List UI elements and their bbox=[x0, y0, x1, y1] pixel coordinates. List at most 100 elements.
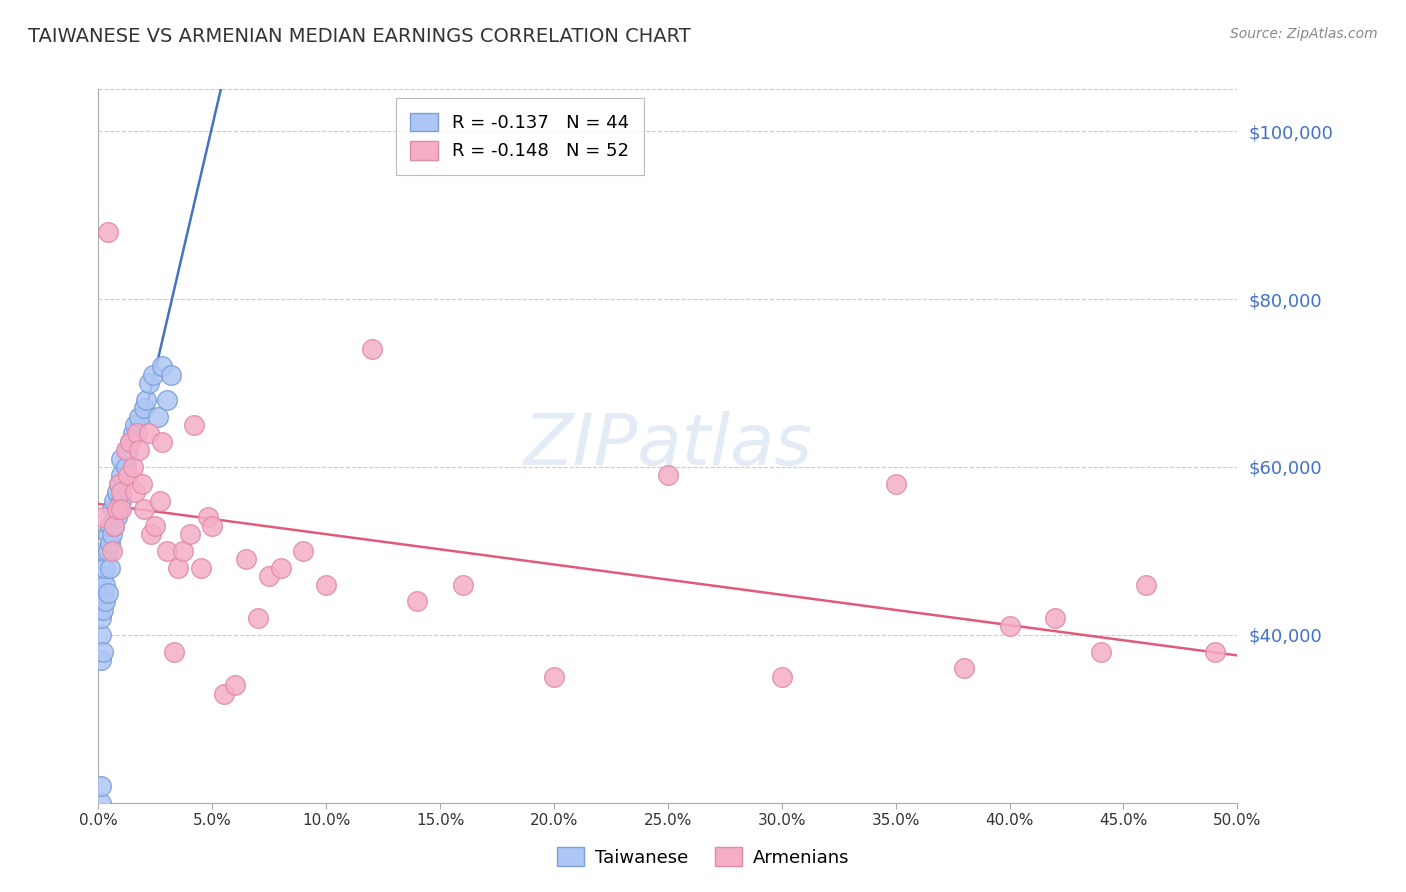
Point bbox=[770, 670, 793, 684]
Point bbox=[162, 645, 184, 659]
Point bbox=[124, 417, 146, 432]
Point bbox=[406, 594, 429, 608]
Point bbox=[128, 443, 150, 458]
Point bbox=[98, 560, 121, 574]
Point bbox=[108, 502, 131, 516]
Point bbox=[96, 544, 118, 558]
Point bbox=[953, 661, 976, 675]
Point bbox=[101, 544, 124, 558]
Point bbox=[167, 560, 190, 574]
Point bbox=[224, 678, 246, 692]
Point bbox=[120, 434, 142, 449]
Point bbox=[114, 460, 136, 475]
Point bbox=[105, 485, 128, 500]
Point bbox=[98, 518, 121, 533]
Point bbox=[90, 611, 112, 625]
Point bbox=[145, 518, 167, 533]
Point bbox=[103, 493, 125, 508]
Point bbox=[105, 502, 128, 516]
Point bbox=[91, 603, 114, 617]
Point bbox=[91, 569, 114, 583]
Point bbox=[94, 594, 117, 608]
Point bbox=[98, 535, 121, 549]
Point bbox=[121, 460, 143, 475]
Point bbox=[108, 476, 131, 491]
Point bbox=[101, 527, 124, 541]
Point bbox=[1043, 611, 1066, 625]
Point bbox=[360, 343, 382, 357]
Point bbox=[884, 476, 907, 491]
Point bbox=[149, 493, 172, 508]
Point bbox=[124, 485, 146, 500]
Point bbox=[190, 560, 212, 574]
Point bbox=[657, 468, 679, 483]
Point bbox=[127, 426, 149, 441]
Point bbox=[150, 359, 173, 374]
Point bbox=[201, 518, 224, 533]
Point bbox=[114, 443, 136, 458]
Point bbox=[90, 653, 112, 667]
Point bbox=[139, 527, 162, 541]
Text: Source: ZipAtlas.com: Source: ZipAtlas.com bbox=[1230, 27, 1378, 41]
Point bbox=[94, 560, 117, 574]
Point bbox=[91, 586, 114, 600]
Point bbox=[246, 611, 269, 625]
Point bbox=[998, 619, 1021, 633]
Point bbox=[270, 560, 292, 574]
Point bbox=[197, 510, 219, 524]
Point bbox=[117, 468, 139, 483]
Point bbox=[135, 392, 157, 407]
Point bbox=[90, 796, 112, 810]
Point bbox=[110, 485, 132, 500]
Point bbox=[110, 451, 132, 466]
Point bbox=[90, 628, 112, 642]
Point bbox=[117, 443, 139, 458]
Point bbox=[90, 779, 112, 793]
Point bbox=[315, 577, 337, 591]
Point bbox=[96, 527, 118, 541]
Point bbox=[96, 586, 118, 600]
Point bbox=[142, 368, 165, 382]
Point bbox=[110, 468, 132, 483]
Point bbox=[235, 552, 257, 566]
Point bbox=[94, 544, 117, 558]
Point bbox=[1204, 645, 1226, 659]
Point bbox=[259, 569, 281, 583]
Point bbox=[91, 510, 114, 524]
Text: ZIPatlas: ZIPatlas bbox=[523, 411, 813, 481]
Point bbox=[132, 401, 155, 416]
Point bbox=[1135, 577, 1157, 591]
Point bbox=[128, 409, 150, 424]
Point bbox=[292, 544, 315, 558]
Point bbox=[156, 392, 179, 407]
Point bbox=[103, 518, 125, 533]
Point bbox=[94, 577, 117, 591]
Point bbox=[110, 493, 132, 508]
Point bbox=[183, 417, 205, 432]
Point bbox=[91, 645, 114, 659]
Point bbox=[146, 409, 169, 424]
Point bbox=[132, 502, 155, 516]
Point bbox=[101, 502, 124, 516]
Point bbox=[121, 426, 143, 441]
Point bbox=[105, 510, 128, 524]
Text: TAIWANESE VS ARMENIAN MEDIAN EARNINGS CORRELATION CHART: TAIWANESE VS ARMENIAN MEDIAN EARNINGS CO… bbox=[28, 27, 690, 45]
Point bbox=[138, 376, 160, 390]
Point bbox=[131, 476, 153, 491]
Legend: Taiwanese, Armenians: Taiwanese, Armenians bbox=[550, 840, 856, 874]
Point bbox=[179, 527, 201, 541]
Point bbox=[156, 544, 179, 558]
Point bbox=[172, 544, 194, 558]
Point bbox=[138, 426, 160, 441]
Point bbox=[150, 434, 173, 449]
Point bbox=[160, 368, 183, 382]
Point bbox=[451, 577, 474, 591]
Point bbox=[212, 687, 235, 701]
Point bbox=[1090, 645, 1112, 659]
Point bbox=[110, 502, 132, 516]
Point bbox=[543, 670, 565, 684]
Point bbox=[108, 476, 131, 491]
Point bbox=[103, 518, 125, 533]
Point bbox=[120, 434, 142, 449]
Legend: R = -0.137   N = 44, R = -0.148   N = 52: R = -0.137 N = 44, R = -0.148 N = 52 bbox=[396, 98, 644, 175]
